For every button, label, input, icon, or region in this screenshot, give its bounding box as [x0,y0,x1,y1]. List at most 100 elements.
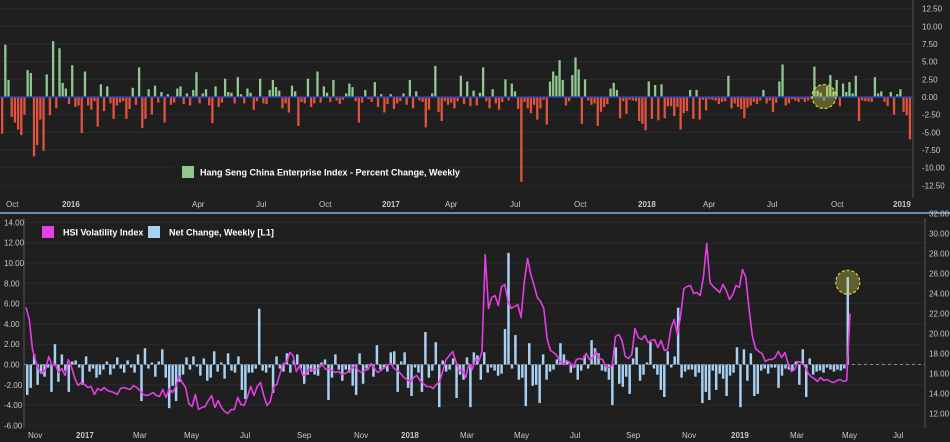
net-change-bar [133,364,136,373]
net-change-bar [347,364,351,373]
top-bar [631,97,634,101]
top-bar [523,97,526,102]
net-change-bar [735,347,739,365]
top-bar [147,89,150,97]
top-bar [223,78,227,97]
net-change-bar [624,364,628,377]
top-bar [29,72,32,97]
net-change-bar [763,364,766,369]
net-change-bar [444,364,448,372]
top-bar [762,89,765,97]
net-change-bar [524,364,528,407]
top-bar [813,66,816,97]
top-bar [800,97,803,100]
net-change-bar [102,364,105,370]
net-change-bar [479,364,483,380]
net-change-bar [455,364,458,398]
top-bar [695,89,698,97]
top-y-tick-label: -7.50 [922,146,941,155]
top-bar [220,97,224,103]
top-bar [644,97,647,131]
top-y-tick-label: 2.50 [922,75,938,84]
net-change-bar [46,364,50,368]
top-bar [504,79,507,97]
top-y-tick-label: 5.00 [922,58,938,67]
top-bar [338,97,341,105]
net-change-bar [559,343,562,365]
net-change-bar [261,364,264,371]
top-bar [497,97,501,110]
top-bar [204,89,208,97]
net-change-bar [84,356,88,365]
net-change-bar [226,353,230,365]
net-change-bar [95,364,98,378]
net-change-bar [427,364,431,378]
net-change-bar [725,364,728,396]
top-bar [198,97,201,104]
top-bar [558,60,561,97]
top-bar [902,97,905,112]
top-bar [679,97,682,130]
bottom-right-tick-label: 26.00 [929,270,950,279]
bottom-x-tick-label: 2019 [731,431,749,440]
net-change-bar [81,364,84,385]
net-change-bar [195,364,199,367]
top-bar [74,97,77,107]
net-change-bar [683,364,687,372]
top-bar [192,89,195,97]
net-change-bar [472,352,476,365]
top-bar [759,97,762,101]
bottom-x-tick-label: Mar [460,431,474,440]
net-change-bar [185,357,188,365]
top-bar [857,97,861,122]
volatility-legend-label: HSI Volatility Index [63,228,143,238]
net-change-bar [746,364,749,381]
top-y-tick-label: 0.00 [922,93,938,102]
net-change-bar [832,364,836,372]
top-bar [876,93,880,97]
top-bar [555,75,558,97]
net-change-bar [638,364,642,381]
net-change-bar [645,362,649,365]
net-change-bar [354,364,358,395]
net-change-bar [590,340,593,365]
bottom-x-tick-label: Mar [133,431,147,440]
top-bar [714,97,717,101]
net-change-bar [836,364,839,370]
top-y-tick-label: -2.50 [922,111,941,120]
top-y-axis: 12.50 10.00 7.50 5.00 2.50 0.00 -2.50 -5.00 -7.5… [922,5,945,191]
top-bar [886,97,889,107]
top-bar [443,97,447,102]
top-bar [322,86,326,97]
net-change-bar [749,353,753,365]
top-bar [892,97,896,115]
net-change-bar [791,364,794,371]
top-bar [392,97,396,110]
top-bar [768,97,771,101]
top-bar [67,97,71,105]
top-bar [227,92,230,97]
top-bar [173,97,176,103]
bottom-right-y-axis: 32.00 30.00 28.00 26.00 24.00 22.00 20.00 18.00… [929,210,950,419]
top-bar [864,97,867,102]
bottom-right-tick-label: 28.00 [929,250,950,259]
top-bar [16,97,20,130]
top-bar [128,97,131,110]
top-bar [727,75,730,97]
net-change-bar [656,364,659,375]
net-change-bar [829,364,832,370]
top-bar [845,92,848,97]
top-bar [243,97,246,104]
net-change-bar [652,364,656,369]
top-bar [380,94,383,97]
top-bar [806,97,810,101]
net-change-bar [510,364,514,369]
bottom-left-tick-label: -6.00 [4,421,23,430]
top-x-tick-label: Jul [256,200,266,209]
bottom-legend: HSI Volatility Index Net Change, Weekly … [36,223,278,242]
net-change-bar [493,364,496,371]
bottom-left-tick-label: 2.00 [4,340,20,349]
bottom-left-tick-label: -4.00 [4,401,23,410]
net-change-bar [483,352,486,365]
top-bar [552,71,555,97]
